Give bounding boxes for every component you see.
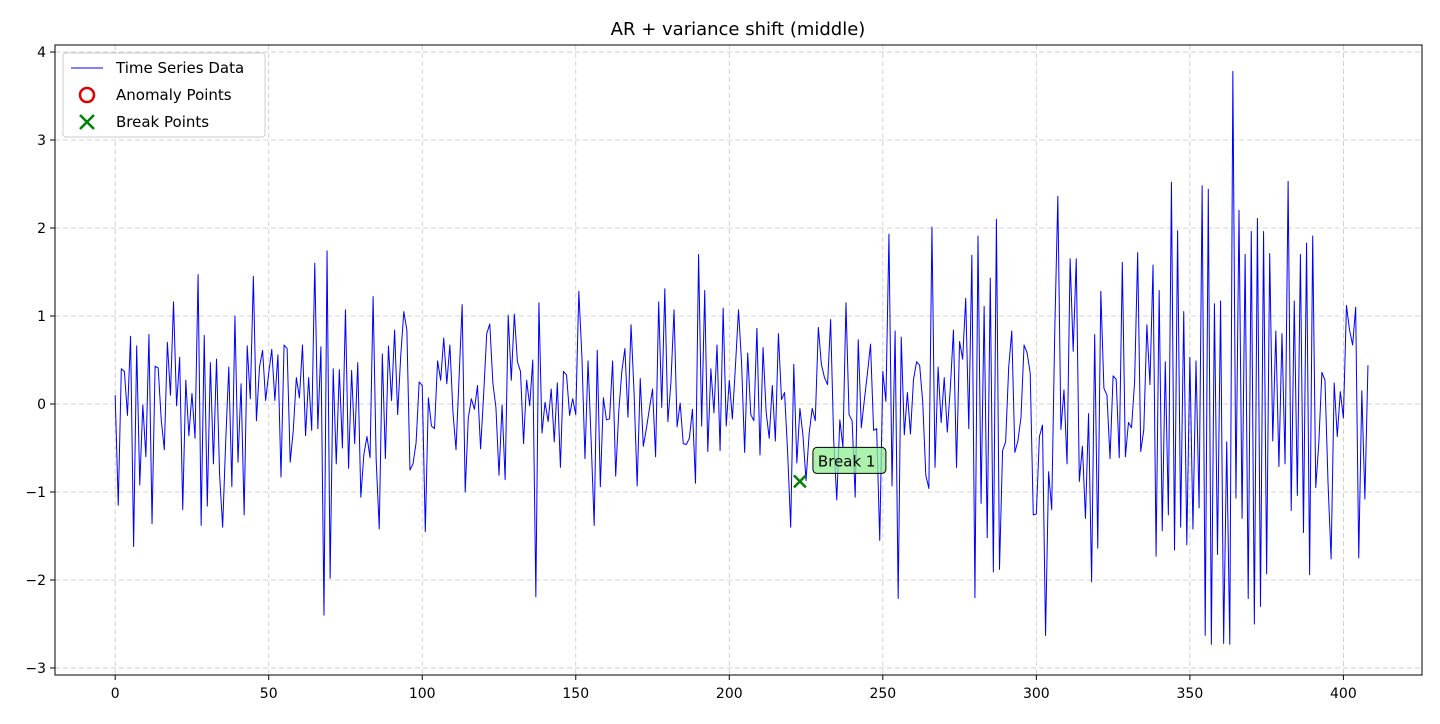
plot-frame [54, 44, 1423, 676]
x-tick-label: 0 [111, 686, 120, 702]
y-tick-label: −1 [25, 485, 46, 501]
legend-circle-swatch [78, 86, 96, 104]
chart-title: AR + variance shift (middle) [611, 19, 866, 40]
y-tick-label: −3 [25, 661, 46, 677]
x-tick-label: 300 [1023, 686, 1050, 702]
x-tick-label: 100 [409, 686, 436, 702]
legend: Time Series Data Anomaly Points Break Poin… [62, 52, 266, 138]
break-annotation-label: Break 1 [818, 452, 876, 470]
x-tick-label: 400 [1330, 686, 1357, 702]
x-tick-label: 150 [562, 686, 589, 702]
break-point-marker [793, 474, 807, 489]
series-layer: Break 1 [114, 70, 1369, 645]
break-annotation-box [812, 446, 887, 474]
legend-label: Time Series Data [115, 59, 244, 77]
legend-label: Anomaly Points [116, 86, 232, 104]
x-tick-label: 200 [716, 686, 743, 702]
legend-x-swatch [79, 114, 95, 130]
legend-box [62, 52, 266, 138]
break-annotation: Break 1 [812, 446, 887, 474]
y-tick-label: 3 [37, 133, 46, 149]
x-tick-label: 50 [260, 686, 278, 702]
y-tick-label: 1 [37, 309, 46, 325]
axis-ticks: 0 50 100 150 200 250 300 350 400 −3 −2 −1 0 1 2 3 4 [25, 45, 1356, 702]
series-line-time-series-data [114, 70, 1369, 645]
y-tick-label: 2 [37, 221, 46, 237]
y-tick-label: −2 [25, 573, 46, 589]
y-tick-label: 0 [37, 397, 46, 413]
x-tick-label: 350 [1177, 686, 1204, 702]
y-tick-label: 4 [37, 45, 46, 61]
break-point-stroke [793, 474, 807, 489]
x-tick-label: 250 [869, 686, 896, 702]
legend-label: Break Points [116, 113, 209, 131]
